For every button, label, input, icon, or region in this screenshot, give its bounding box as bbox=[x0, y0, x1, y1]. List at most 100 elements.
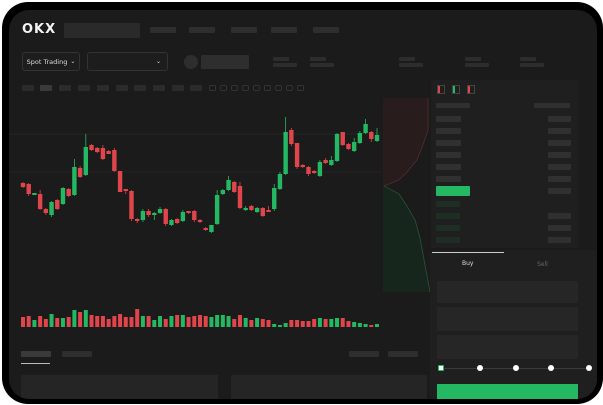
timeframe-button[interactable] bbox=[78, 85, 90, 91]
timeframe-button[interactable] bbox=[22, 85, 34, 91]
volume-bar bbox=[375, 324, 379, 327]
slider-step-dot[interactable] bbox=[548, 365, 554, 371]
stat-label bbox=[399, 57, 415, 61]
volume-bar bbox=[192, 316, 197, 327]
volume-bar bbox=[352, 322, 357, 327]
timeframe-button[interactable] bbox=[190, 85, 202, 91]
volume-bar bbox=[266, 320, 271, 327]
volume-bar bbox=[186, 317, 191, 327]
volume-bar bbox=[66, 317, 71, 327]
candle-body bbox=[37, 194, 43, 209]
volume-bar bbox=[129, 317, 134, 327]
price-input[interactable] bbox=[437, 281, 578, 303]
order-book-view-bids-icon[interactable] bbox=[452, 85, 460, 94]
candle-body bbox=[214, 195, 220, 224]
book-header-amount bbox=[534, 103, 570, 108]
tab-buy[interactable]: Buy bbox=[462, 260, 474, 267]
volume-bar bbox=[306, 321, 311, 327]
volume-bar bbox=[255, 318, 260, 327]
candle-body bbox=[112, 150, 117, 171]
ask-amount bbox=[548, 152, 571, 158]
spot-trading-selector[interactable]: Spot Trading ⌄ bbox=[22, 52, 80, 71]
volume-bar bbox=[38, 316, 43, 327]
ask-price bbox=[436, 128, 461, 134]
volume-bar bbox=[237, 315, 242, 327]
stat-label bbox=[465, 57, 481, 61]
candle-body bbox=[260, 208, 266, 216]
timeframe-button[interactable] bbox=[116, 85, 128, 91]
volume-bar bbox=[32, 320, 37, 327]
slider-step-dot[interactable] bbox=[477, 365, 483, 371]
candle-body bbox=[209, 225, 214, 232]
camera-icon[interactable] bbox=[275, 85, 282, 91]
volume-bar bbox=[357, 323, 362, 327]
tab-sell[interactable]: Sell bbox=[537, 261, 548, 268]
volume-bar bbox=[232, 319, 237, 327]
candle-body bbox=[357, 133, 363, 143]
nav-item[interactable] bbox=[150, 27, 176, 33]
volume-bar bbox=[163, 319, 168, 327]
chevron-down-icon[interactable] bbox=[220, 85, 227, 91]
indicator-icon[interactable] bbox=[231, 85, 238, 91]
chevron-down-icon[interactable] bbox=[242, 85, 249, 91]
candle-body bbox=[117, 171, 123, 192]
total-input[interactable] bbox=[437, 335, 578, 359]
volume-bar bbox=[363, 324, 368, 327]
candle-body bbox=[134, 219, 140, 221]
volume-bar bbox=[295, 320, 300, 327]
ask-price bbox=[436, 116, 461, 122]
volume-bar bbox=[146, 316, 151, 327]
filter-button[interactable] bbox=[349, 351, 379, 357]
timeframe-button[interactable] bbox=[59, 85, 71, 91]
candle-body bbox=[363, 124, 368, 133]
slider-step-dot[interactable] bbox=[586, 365, 592, 371]
candle-body bbox=[169, 220, 174, 225]
slider-step-dot[interactable] bbox=[513, 365, 519, 371]
search-bar[interactable] bbox=[64, 23, 140, 38]
stat-value bbox=[273, 63, 297, 67]
nav-item[interactable] bbox=[189, 27, 215, 33]
volume-bar bbox=[95, 316, 100, 327]
candle-body bbox=[180, 212, 186, 221]
volume-bar bbox=[89, 315, 94, 327]
pair-dropdown[interactable]: ⌄ bbox=[87, 52, 168, 71]
bid-price bbox=[436, 237, 460, 243]
volume-bar bbox=[209, 317, 214, 327]
volume-bar bbox=[312, 319, 317, 327]
candle-body bbox=[72, 167, 77, 195]
amount-input[interactable] bbox=[437, 307, 578, 331]
stat-label bbox=[273, 57, 289, 61]
candle-body bbox=[55, 200, 60, 209]
bid-amount bbox=[548, 213, 571, 219]
candle-type-icon[interactable] bbox=[209, 85, 216, 91]
order-book-view-asks-icon[interactable] bbox=[467, 85, 475, 94]
tab-open-orders[interactable] bbox=[21, 351, 51, 357]
tab-order-history[interactable] bbox=[62, 351, 92, 357]
nav-item[interactable] bbox=[313, 27, 339, 33]
candle-body bbox=[340, 132, 345, 145]
timeframe-button[interactable] bbox=[172, 85, 184, 91]
volume-bar bbox=[60, 318, 65, 327]
nav-item[interactable] bbox=[271, 27, 297, 33]
fullscreen-icon[interactable] bbox=[297, 85, 304, 91]
candle-body bbox=[140, 211, 146, 220]
order-book-view-both-icon[interactable] bbox=[437, 85, 445, 94]
volume-bar bbox=[317, 318, 322, 327]
timeframe-button[interactable] bbox=[134, 85, 146, 91]
nav-item[interactable] bbox=[231, 27, 257, 33]
candlestick-chart[interactable] bbox=[9, 10, 597, 399]
ruler-icon[interactable] bbox=[264, 85, 271, 91]
candle-body bbox=[77, 168, 83, 177]
timeframe-button[interactable] bbox=[153, 85, 165, 91]
settings-icon[interactable] bbox=[286, 85, 293, 91]
candle-body bbox=[272, 188, 277, 209]
line-tool-icon[interactable] bbox=[253, 85, 260, 91]
filter-button[interactable] bbox=[388, 351, 418, 357]
volume-bar bbox=[329, 319, 334, 327]
timeframe-button[interactable] bbox=[40, 85, 52, 91]
slider-handle[interactable] bbox=[438, 365, 444, 371]
buy-button[interactable] bbox=[437, 384, 578, 399]
timeframe-button[interactable] bbox=[97, 85, 109, 91]
volume-bar bbox=[215, 315, 220, 327]
bid-price bbox=[436, 213, 460, 219]
